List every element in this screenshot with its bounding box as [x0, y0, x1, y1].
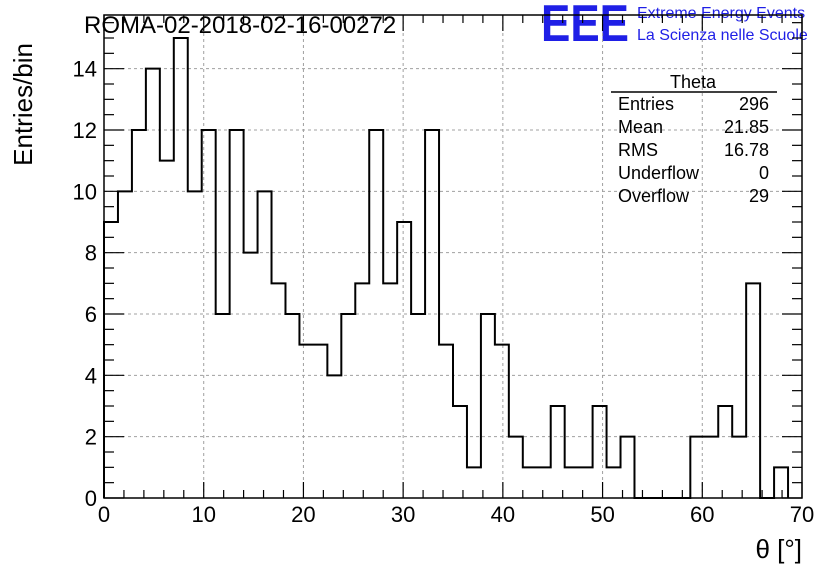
histogram-bin — [718, 406, 732, 498]
stats-label-underflow: Underflow — [618, 163, 700, 183]
stats-label-entries: Entries — [618, 94, 674, 114]
histogram-bin — [621, 437, 635, 498]
stats-value-underflow: 0 — [759, 163, 769, 183]
stats-value-rms: 16.78 — [724, 140, 769, 160]
histogram-bin — [411, 314, 425, 498]
x-tick-label: 10 — [191, 502, 215, 527]
y-tick-label: 10 — [73, 179, 97, 204]
histogram-bin — [188, 191, 202, 498]
histogram-bin — [244, 253, 258, 498]
histogram-bin — [272, 283, 286, 498]
x-tick-label: 0 — [98, 502, 110, 527]
histogram-bin — [118, 191, 132, 498]
histogram-bin — [146, 69, 160, 498]
histogram-bars — [103, 37, 790, 499]
histogram-bin — [369, 130, 383, 498]
x-tick-label: 20 — [291, 502, 315, 527]
histogram-bin — [160, 161, 174, 498]
x-axis-label: θ [°] — [755, 534, 802, 564]
stats-label-rms: RMS — [618, 140, 658, 160]
histogram-bin — [439, 345, 453, 498]
x-tick-label: 70 — [790, 502, 814, 527]
histogram-bin — [467, 467, 481, 498]
y-axis-label: Entries/bin — [8, 43, 38, 166]
x-tick-label: 30 — [391, 502, 415, 527]
histogram-bin — [216, 314, 230, 498]
histogram-bin — [230, 130, 244, 498]
stats-label-overflow: Overflow — [618, 186, 690, 206]
x-tick-labels: 0 10 20 30 40 50 60 70 — [98, 502, 814, 527]
stats-box: Theta Entries 296 Mean 21.85 RMS 16.78 U… — [611, 72, 777, 206]
histogram-bin — [355, 283, 369, 498]
histogram-bin — [607, 467, 621, 498]
histogram-bin — [579, 467, 593, 498]
plot-border — [103, 14, 803, 499]
histogram-bin — [495, 345, 509, 498]
histogram-bin — [774, 467, 788, 498]
histogram-bin — [132, 130, 146, 498]
histogram-bin — [174, 38, 188, 498]
y-tick-label: 0 — [85, 486, 97, 511]
histogram-bin — [537, 467, 551, 498]
chart-title: ROMA-02-2018-02-16-00272 — [84, 12, 396, 39]
logo-line-1: Extreme Energy Events — [637, 5, 805, 22]
x-tick-label: 60 — [690, 502, 714, 527]
histogram-bin — [565, 467, 579, 498]
histogram-bin — [202, 130, 216, 498]
x-tick-label: 40 — [491, 502, 515, 527]
y-tick-label: 6 — [85, 302, 97, 327]
eee-logo: EEE Extreme Energy Events La Scienza nel… — [541, 0, 808, 53]
histogram-bin — [481, 314, 495, 498]
histogram-bin — [593, 406, 607, 498]
x-tick-label: 50 — [590, 502, 614, 527]
y-tick-labels: 0 2 4 6 8 10 12 14 — [73, 57, 97, 511]
axis-ticks — [103, 15, 803, 499]
histogram-bin — [523, 467, 537, 498]
y-tick-label: 8 — [85, 241, 97, 266]
plot-frame — [103, 14, 803, 499]
histogram-bin — [341, 314, 355, 498]
y-tick-label: 4 — [85, 363, 97, 388]
histogram-bin — [299, 345, 313, 498]
logo-line-2: La Scienza nelle Scuole — [637, 27, 808, 44]
stats-value-mean: 21.85 — [724, 117, 769, 137]
logo-text: EEE — [541, 0, 629, 53]
histogram-bin — [453, 406, 467, 498]
y-tick-label: 14 — [73, 57, 97, 82]
histogram-bin — [397, 222, 411, 498]
histogram-bin — [425, 130, 439, 498]
stats-title: Theta — [670, 72, 717, 92]
histogram-bin — [258, 191, 272, 498]
histogram-bin — [551, 406, 565, 498]
histogram-bin — [746, 283, 760, 498]
y-tick-label: 2 — [85, 425, 97, 450]
stats-value-overflow: 29 — [749, 186, 769, 206]
stats-label-mean: Mean — [618, 117, 663, 137]
histogram-bin — [313, 345, 327, 498]
histogram-bin — [285, 314, 299, 498]
stats-value-entries: 296 — [739, 94, 769, 114]
histogram-bin — [327, 375, 341, 498]
y-tick-label: 12 — [73, 118, 97, 143]
histogram-bin — [509, 437, 523, 498]
histogram-bin — [732, 437, 746, 498]
histogram-bin — [383, 283, 397, 498]
histogram-bin — [704, 437, 718, 498]
